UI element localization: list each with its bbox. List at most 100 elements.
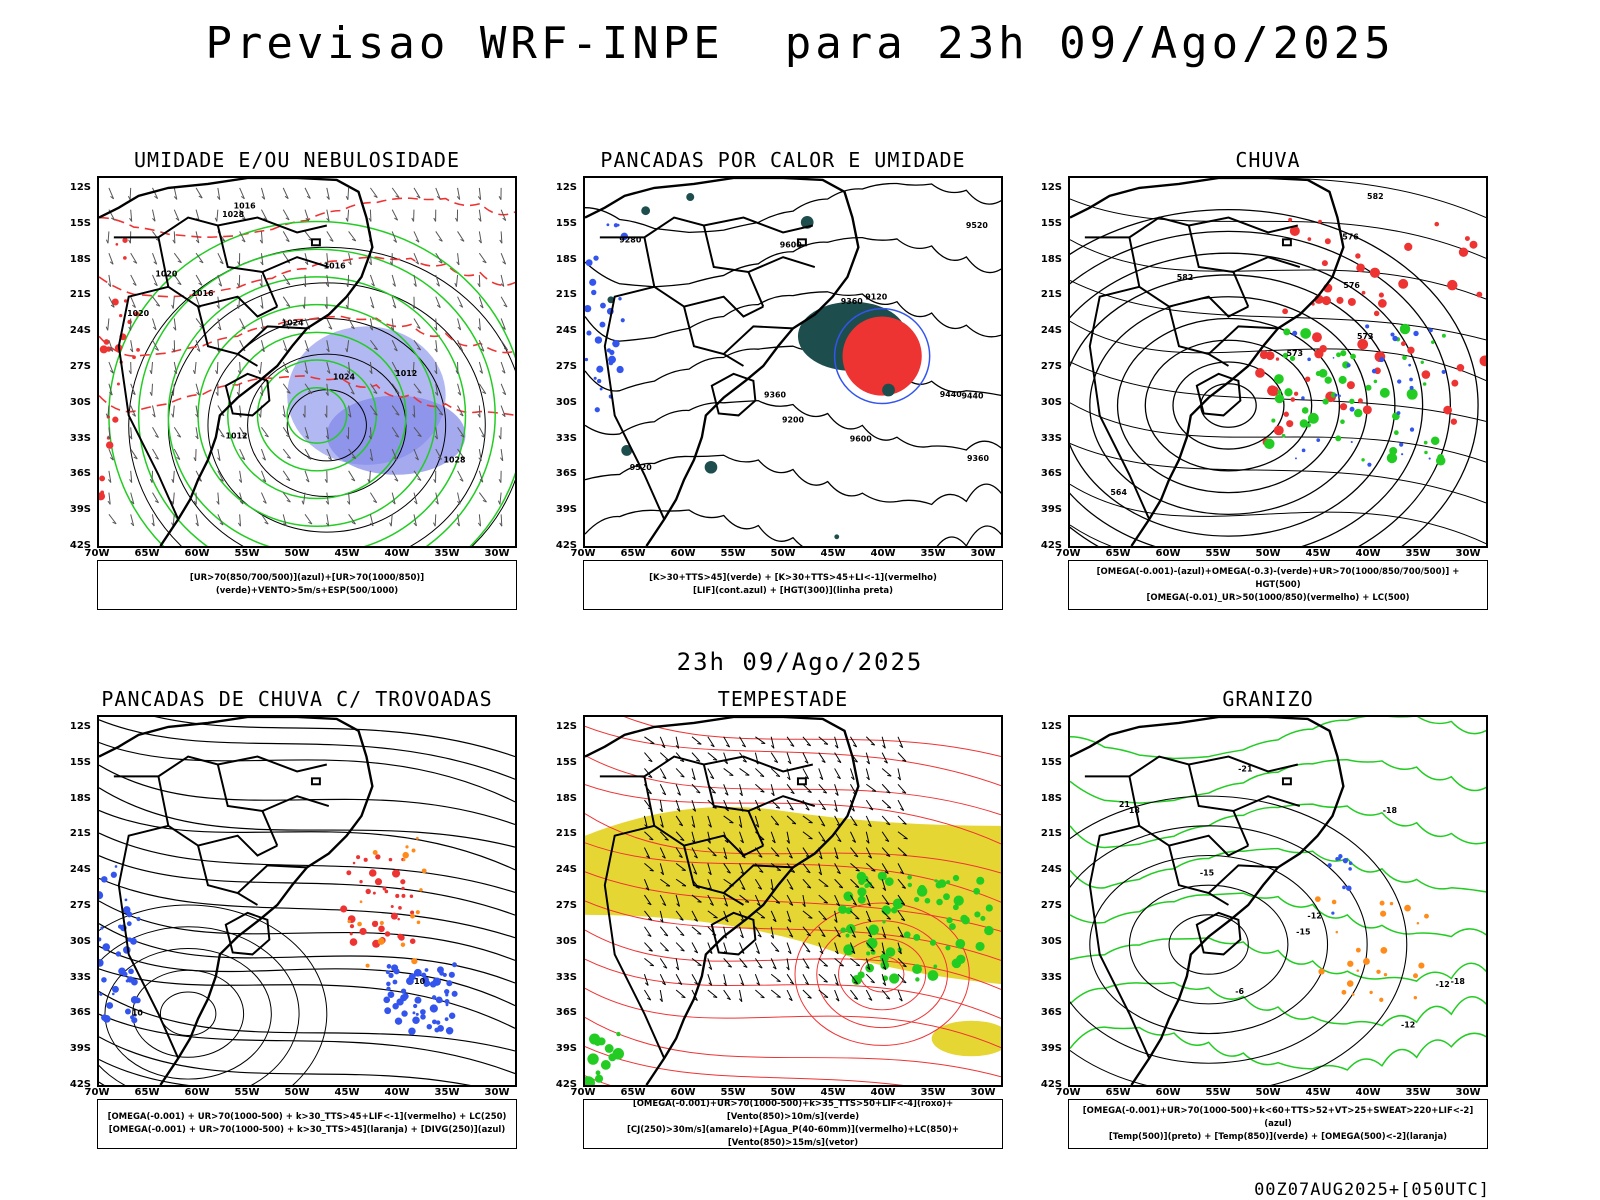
- omega-area: [1373, 379, 1378, 384]
- wind-vector: [775, 949, 780, 952]
- wind-vector: [787, 760, 792, 765]
- wind-vector: [304, 209, 310, 222]
- wind-vector: [368, 217, 372, 222]
- wind-vector: [285, 217, 290, 221]
- mid-title: 23h 09/Ago/2025: [676, 648, 924, 676]
- omega-area: [1420, 360, 1424, 364]
- longitude-tick-label: 40W: [1355, 548, 1381, 559]
- wind-vector: [834, 926, 841, 938]
- wind-vector: [501, 413, 506, 418]
- longitude-tick-label: 65W: [134, 548, 160, 559]
- wind-vector: [395, 195, 400, 198]
- wind-vector: [308, 521, 313, 525]
- wind-vector: [770, 768, 781, 777]
- streamline: [99, 719, 515, 780]
- wind-vector: [899, 934, 904, 938]
- coastline: [585, 178, 860, 546]
- wind-vector: [500, 383, 507, 395]
- wind-vector: [774, 823, 779, 826]
- wind-vector: [836, 871, 841, 875]
- rain-area: [1288, 217, 1293, 222]
- longitude-tick-label: 65W: [1105, 1087, 1131, 1098]
- wind-vector: [644, 736, 655, 744]
- omega-area: [1340, 350, 1347, 357]
- wind-area: [889, 973, 900, 984]
- rain-area: [1407, 346, 1415, 354]
- wind-vector: [324, 413, 328, 418]
- wind-vector: [865, 799, 874, 811]
- wind-vector: [818, 799, 827, 811]
- wind-vector: [900, 871, 904, 875]
- wind-vector: [710, 776, 715, 780]
- wind-vector: [870, 981, 875, 984]
- wind-vector: [741, 744, 746, 748]
- wind-vector: [675, 878, 687, 887]
- rain-area: [1479, 355, 1486, 367]
- wind-vector: [802, 926, 811, 937]
- storm-area: [391, 869, 401, 878]
- wind-vector: [649, 869, 654, 872]
- omega500-area: [1380, 946, 1388, 954]
- wind-vector: [413, 470, 422, 481]
- wind-vector: [324, 479, 328, 483]
- longitude-tick-label: 45W: [1305, 1087, 1331, 1098]
- panel-tempestade: TEMPESTADE 12S 15S 18S 21S 24S 27S 30S 33S 36S 39S…: [543, 687, 1023, 1187]
- wind-vector: [834, 752, 842, 763]
- wind-vector: [371, 283, 375, 287]
- wind-vector: [663, 933, 669, 937]
- longitude-tick-label: 65W: [1105, 548, 1131, 559]
- omega500-area: [1356, 969, 1360, 972]
- wind-vector: [175, 217, 180, 221]
- contour-label: 1028: [222, 210, 245, 219]
- wind-vector: [729, 774, 734, 777]
- wind-vector: [369, 370, 373, 375]
- storm-area: [352, 861, 356, 865]
- wind-vector: [369, 318, 374, 331]
- contour-label: 1028: [444, 456, 467, 465]
- wind-vector: [791, 822, 796, 825]
- wind-vector: [391, 427, 400, 438]
- wind-vector: [739, 736, 747, 748]
- wind-vector: [369, 209, 372, 222]
- streamline: [99, 787, 515, 848]
- longitude-tick-label: 60W: [184, 1087, 210, 1098]
- wind-vector: [459, 478, 464, 482]
- border-line: [117, 824, 180, 1059]
- omega500-area: [1346, 980, 1354, 987]
- wind-vector: [173, 318, 177, 331]
- contour-label: 1012: [395, 369, 417, 378]
- wind-area: [838, 905, 847, 914]
- divergence-area: [122, 971, 128, 977]
- wind-vector: [109, 370, 114, 374]
- wind-vector: [770, 879, 774, 892]
- wind-vector: [239, 361, 241, 374]
- lif-contour: [594, 336, 603, 344]
- wind-vector: [802, 847, 810, 858]
- omega-area: [1422, 382, 1427, 386]
- longitude-tick-label: 50W: [1255, 548, 1281, 559]
- omega500-area: [1314, 896, 1321, 902]
- streamline: [99, 1058, 190, 1085]
- divergence-area: [124, 898, 128, 902]
- latitude-tick-label: 36S: [69, 1007, 91, 1019]
- orange-area: [415, 836, 419, 840]
- wind-vector: [675, 847, 683, 858]
- wind-vector: [802, 783, 812, 793]
- streamline: [585, 958, 1001, 1020]
- wind-vector: [347, 274, 350, 287]
- contour-label: 564: [1110, 488, 1127, 497]
- wind-vector: [130, 252, 138, 264]
- wind-vector: [739, 958, 748, 968]
- latitude-tick-label: 15S: [69, 756, 91, 768]
- thickness-line: [99, 197, 515, 239]
- wind-vector: [348, 405, 352, 418]
- wind-vector: [478, 427, 486, 438]
- latitude-tick-label: 27S: [1040, 361, 1062, 372]
- omega-contour: [1334, 393, 1338, 397]
- wind-vector: [260, 253, 264, 266]
- height-contour: [1070, 230, 1451, 546]
- wind-vector: [691, 894, 702, 903]
- wind-vector: [648, 918, 653, 921]
- streamline-loop: [99, 904, 328, 1085]
- wind-vector: [660, 919, 664, 923]
